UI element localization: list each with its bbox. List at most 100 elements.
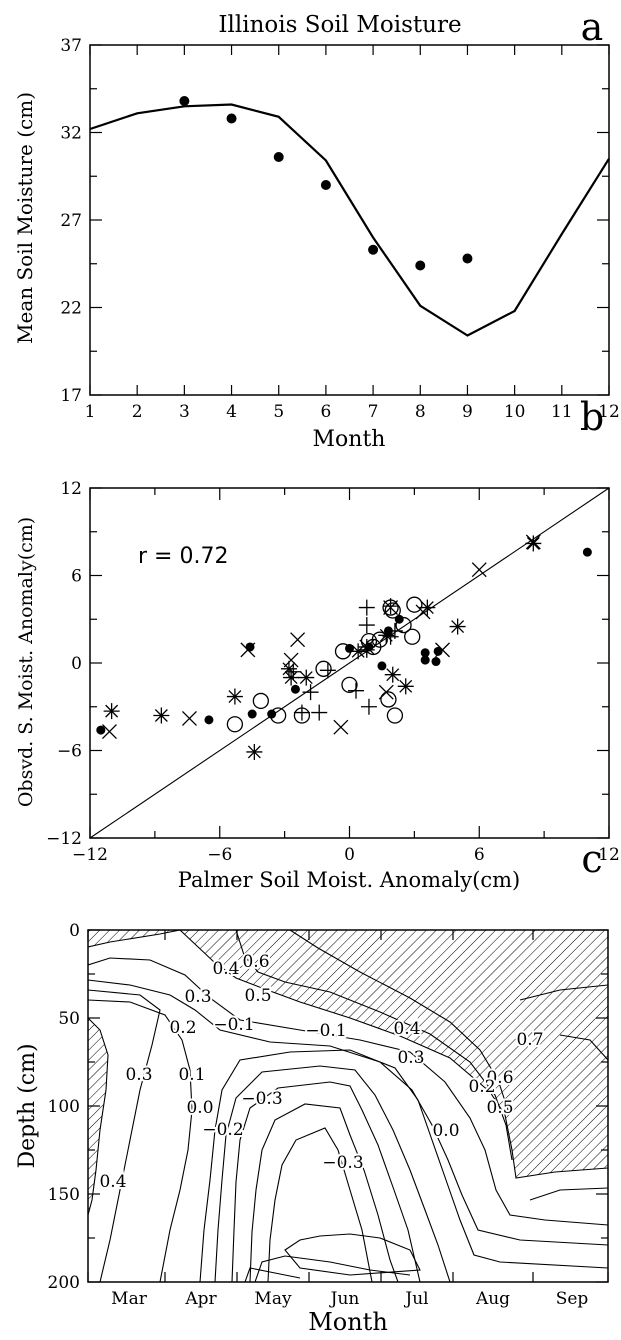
contour-label: 0.1	[178, 1065, 205, 1085]
data-point	[315, 660, 332, 677]
marker-cross	[333, 719, 349, 735]
data-point	[420, 655, 430, 665]
marker-open-circle	[386, 707, 404, 724]
marker-open-circle	[404, 628, 421, 645]
y-tick-label: 100	[48, 1097, 80, 1117]
data-point	[283, 652, 299, 668]
contour-line	[199, 1049, 608, 1282]
marker-plus	[358, 641, 375, 658]
x-tick-label: 6	[320, 402, 331, 422]
marker-plus	[360, 698, 377, 715]
marker-asterisk	[397, 678, 414, 695]
contour-label: 0.4	[393, 1019, 420, 1039]
x-tick-label: 10	[504, 402, 526, 422]
contour-label: 0.4	[99, 1172, 126, 1192]
x-tick-label: 0	[344, 845, 355, 865]
data-point	[102, 724, 117, 740]
y-tick-label: 6	[71, 567, 82, 587]
marker-cross	[378, 684, 394, 700]
panel-c-ticks: 0 50 100 150 200 Mar Apr May Jun Jul Aug Sep	[48, 921, 609, 1309]
marker-cross	[471, 562, 487, 578]
x-tick-label: Apr	[184, 1289, 217, 1309]
marker-filled-circle	[420, 648, 430, 658]
data-point	[415, 260, 426, 271]
data-point	[380, 691, 397, 708]
panel-c: c	[15, 837, 609, 1336]
marker-plus	[347, 682, 364, 699]
x-tick-label: 6	[474, 845, 485, 865]
data-point	[290, 632, 306, 648]
contour-label: 0.4	[212, 959, 239, 979]
marker-open-circle	[269, 707, 287, 724]
contour-line	[235, 930, 513, 1161]
marker-filled-circle	[204, 715, 214, 725]
panel-a-letter: a	[581, 5, 604, 49]
y-tick-label: 32	[60, 124, 82, 144]
marker-open-circle	[315, 660, 332, 677]
contour-line	[249, 1103, 399, 1282]
panel-b-ticks: −12 −6 0 6 12 −12 −6 0 6 12	[46, 479, 620, 865]
marker-filled-circle	[420, 655, 430, 665]
data-point	[384, 602, 401, 619]
contour-label: 0.6	[486, 1068, 513, 1088]
contour-line	[559, 1034, 608, 1061]
one-to-one-line	[89, 487, 610, 839]
marker-filled-circle	[267, 709, 277, 719]
panel-a-frame	[89, 44, 610, 396]
marker-plus	[302, 684, 319, 701]
data-point	[435, 642, 450, 658]
x-tick-label: −6	[207, 845, 232, 865]
marker-open-circle	[341, 676, 358, 694]
marker-filled-circle	[433, 646, 443, 656]
x-tick-label: Mar	[111, 1289, 148, 1309]
data-point	[290, 684, 300, 694]
data-point	[462, 253, 473, 264]
y-tick-label: 37	[60, 36, 82, 56]
y-tick-label: 17	[60, 386, 82, 406]
hatch-region-left	[88, 1018, 108, 1215]
data-point	[386, 707, 404, 724]
x-tick-label: 12	[598, 845, 620, 865]
panel-b-annotation: r = 0.72	[138, 544, 228, 569]
data-point	[226, 716, 244, 733]
contour-label: 0.3	[184, 987, 211, 1007]
marker-open-circle	[380, 691, 397, 708]
panel-a-title: Illinois Soil Moisture	[218, 12, 461, 38]
contour-line	[214, 1065, 451, 1282]
x-tick-label: 9	[462, 402, 473, 422]
panel-c-contour-labels: 0.4 0.60.3 0.50.40.70.2 −0.1 −0.10.30.3 0.1 0.…	[97, 950, 545, 1194]
contour-line	[179, 930, 608, 1179]
contour-label: −0.2	[202, 1120, 243, 1140]
marker-open-circle	[371, 631, 388, 648]
data-point	[333, 719, 349, 735]
marker-cross	[240, 642, 256, 658]
marker-asterisk	[378, 627, 395, 644]
contour-label: 0.3	[397, 1048, 424, 1068]
data-point	[269, 707, 287, 724]
panel-c-xlabel: Month	[308, 1308, 388, 1336]
panel-b-letter: b	[580, 395, 604, 439]
marker-filled-circle	[247, 709, 257, 719]
contour-label: 0.2	[169, 1018, 196, 1038]
contour-line	[231, 1081, 421, 1282]
contour-label: 0.6	[242, 952, 269, 972]
marker-open-circle	[226, 716, 244, 733]
contour-label: −0.3	[241, 1089, 282, 1109]
y-tick-label: 50	[58, 1009, 80, 1029]
marker-plus	[358, 617, 375, 634]
marker-asterisk	[525, 535, 542, 552]
contour-lines	[88, 930, 608, 1282]
marker-plus	[358, 599, 375, 616]
panel-b-series	[89, 487, 610, 839]
x-tick-label: 11	[551, 402, 573, 422]
contour-label: −0.1	[213, 1015, 254, 1035]
y-tick-label: 200	[48, 1273, 80, 1293]
contour-label: 0.0	[432, 1121, 459, 1141]
panel-a-xlabel: Month	[313, 427, 386, 452]
marker-asterisk	[246, 743, 263, 760]
marker-filled-circle	[96, 725, 106, 735]
data-point	[368, 244, 379, 255]
data-point	[433, 646, 443, 656]
